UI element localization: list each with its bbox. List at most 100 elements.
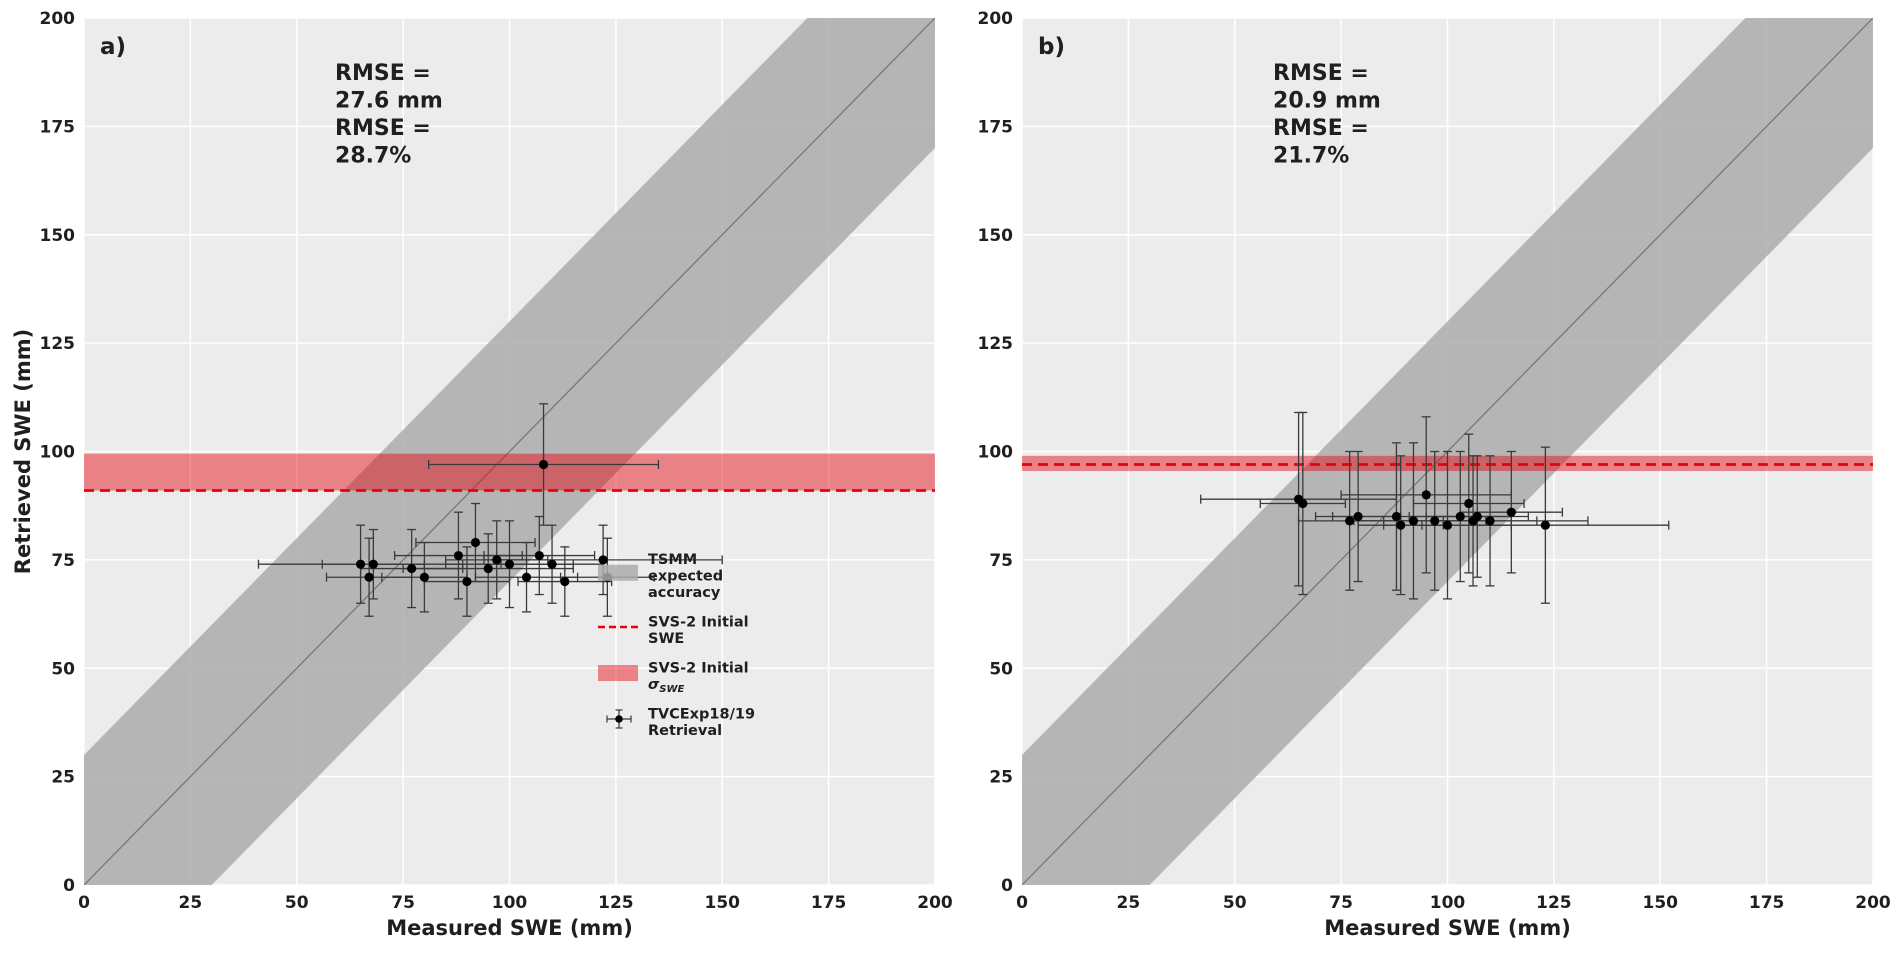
x-tick-label: 75 [391, 893, 415, 913]
rmse-annotation: 20.9 mm [1273, 89, 1381, 114]
scatter-point [492, 555, 502, 565]
initial-sigma-swe-band [84, 453, 935, 491]
x-tick-label: 125 [598, 893, 634, 913]
legend-gray-patch-icon [598, 564, 638, 581]
y-tick-label: 200 [978, 9, 1014, 29]
legend-label: SVS-2 Initial [648, 615, 749, 631]
rmse-annotation: RMSE = [335, 61, 431, 86]
scatter-point [1485, 516, 1495, 526]
scatter-point [1464, 498, 1474, 509]
scatter-point [560, 576, 570, 587]
y-tick-label: 200 [40, 9, 76, 29]
scatter-point [1396, 520, 1406, 530]
scatter-point [1421, 490, 1431, 500]
y-tick-label: 100 [978, 443, 1014, 463]
scatter-point [1391, 511, 1402, 522]
legend-label: Retrieval [648, 723, 722, 739]
x-tick-label: 0 [78, 893, 90, 913]
scatter-point [1506, 507, 1516, 517]
legend-errorbar-point-icon [606, 709, 632, 729]
panel-label: b) [1038, 34, 1065, 60]
y-tick-label: 175 [40, 117, 76, 137]
scatter-point [1540, 520, 1550, 530]
x-tick-label: 150 [1643, 893, 1679, 913]
x-tick-label: 75 [1329, 893, 1353, 913]
x-tick-label: 25 [1117, 893, 1141, 913]
x-tick-label: 100 [492, 893, 528, 913]
scatter-point [1345, 516, 1355, 526]
scatter-point [598, 555, 608, 565]
rmse-annotation: 28.7% [335, 144, 411, 169]
scatter-point [538, 459, 549, 470]
scatter-point [419, 572, 429, 582]
y-tick-label: 150 [40, 226, 76, 246]
rmse-annotation: RMSE = [1273, 61, 1369, 86]
scatter-point [1298, 498, 1308, 509]
y-tick-label: 25 [989, 768, 1013, 788]
scatter-point [1408, 516, 1419, 526]
y-tick-label: 175 [978, 117, 1014, 137]
panel-label: a) [100, 34, 126, 60]
scatter-point [462, 576, 472, 587]
legend-label: expected [648, 569, 723, 585]
legend-label: SWE [648, 631, 684, 647]
scatter-point [1353, 511, 1363, 522]
y-tick-label: 100 [40, 443, 76, 463]
scatter-point [1455, 511, 1465, 522]
y-tick-label: 0 [63, 876, 75, 896]
x-tick-label: 100 [1430, 893, 1466, 913]
identity-line [84, 18, 935, 885]
scatter-point [1442, 520, 1453, 530]
x-tick-label: 150 [705, 893, 741, 913]
y-tick-label: 75 [989, 551, 1013, 571]
scatter-point [407, 563, 417, 574]
y-tick-label: 50 [51, 659, 75, 679]
scatter-point [368, 559, 378, 569]
y-tick-label: 75 [51, 551, 75, 571]
x-tick-label: 200 [917, 893, 953, 913]
x-tick-label: 50 [1223, 893, 1247, 913]
x-axis-label: Measured SWE (mm) [386, 916, 633, 940]
legend-red-patch-icon [598, 665, 638, 681]
scatter-point [1430, 516, 1440, 526]
scatter-point [1472, 511, 1482, 522]
rmse-annotation: RMSE = [335, 116, 431, 141]
y-tick-label: 50 [989, 659, 1013, 679]
y-tick-label: 0 [1001, 876, 1013, 896]
scatter-point [470, 537, 481, 548]
scatter-point [453, 550, 464, 561]
x-tick-label: 175 [1749, 893, 1785, 913]
scatter-point [364, 572, 374, 582]
x-axis-label: Measured SWE (mm) [1324, 916, 1571, 940]
legend-label: SVS-2 Initial [648, 661, 749, 677]
legend-label: accuracy [648, 585, 721, 601]
x-tick-label: 125 [1536, 893, 1572, 913]
rmse-annotation: 21.7% [1273, 144, 1349, 169]
y-tick-label: 25 [51, 768, 75, 788]
y-tick-label: 150 [978, 226, 1014, 246]
x-tick-label: 175 [811, 893, 847, 913]
x-tick-label: 50 [285, 893, 309, 913]
legend-label: TVCExp18/19 [648, 707, 755, 723]
rmse-annotation: RMSE = [1273, 116, 1369, 141]
scatter-point [504, 559, 515, 569]
legend-label: TSMM [648, 552, 697, 568]
x-tick-label: 25 [179, 893, 203, 913]
x-tick-label: 200 [1855, 893, 1891, 913]
y-axis-label: Retrieved SWE (mm) [11, 329, 35, 574]
x-tick-label: 0 [1016, 893, 1028, 913]
scatter-point [521, 572, 532, 582]
legend-label: σSWE [648, 677, 685, 695]
rmse-annotation: 27.6 mm [335, 89, 443, 114]
y-tick-label: 125 [40, 334, 76, 354]
scatter-point [483, 563, 493, 574]
scatter-point [534, 550, 544, 561]
y-tick-label: 125 [978, 334, 1014, 354]
scatter-point [355, 559, 366, 569]
scatter-point [547, 559, 557, 569]
